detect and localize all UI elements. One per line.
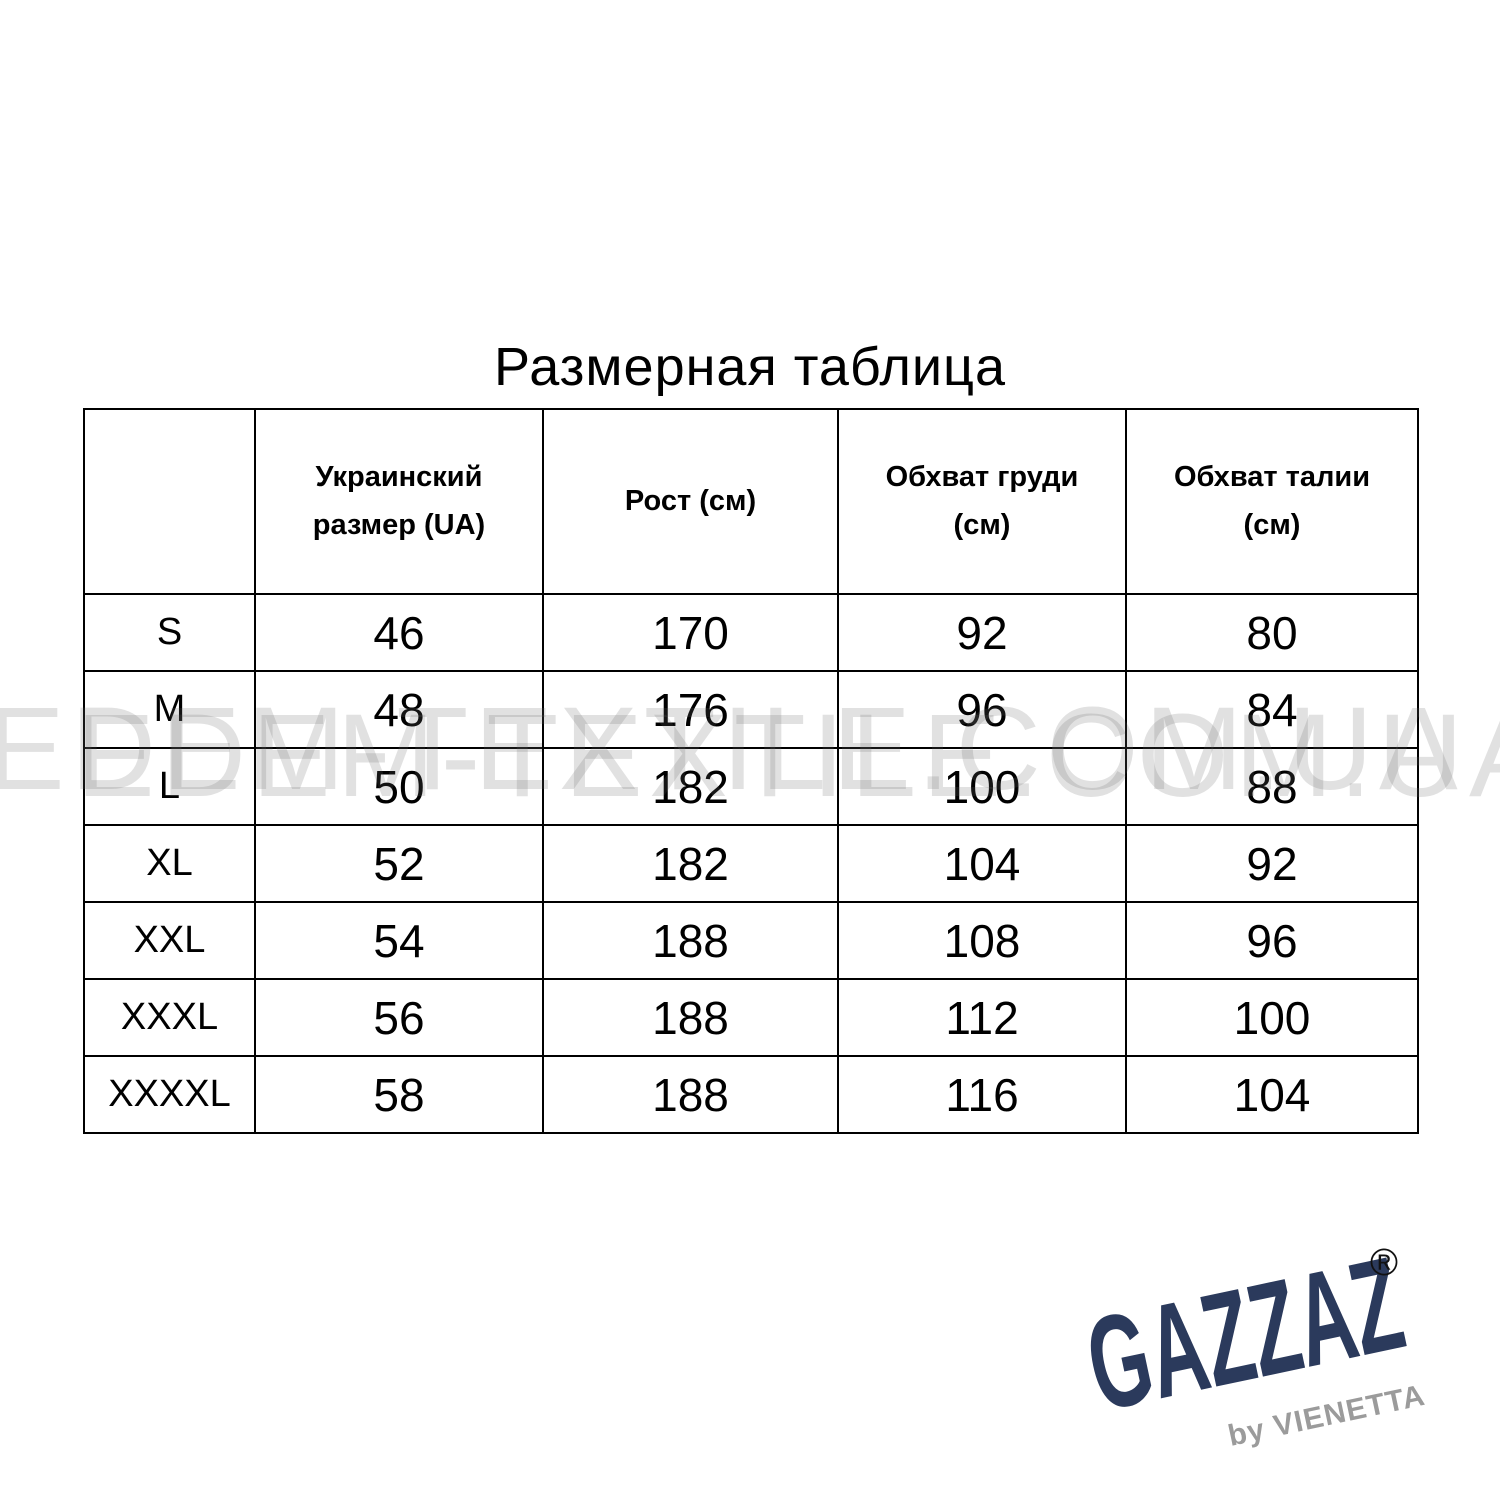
- height-value: 188: [542, 978, 839, 1057]
- chest-value: 116: [837, 1055, 1127, 1134]
- col-header-ua-size: Украинский размер (UA): [254, 408, 544, 595]
- height-value: 188: [542, 901, 839, 980]
- waist-value: 96: [1125, 901, 1419, 980]
- size-table-body: S 46 170 92 80 M 48 176 96 84 L 50 182 1…: [83, 593, 1419, 1134]
- ua-size-value: 54: [254, 901, 544, 980]
- height-value: 170: [542, 593, 839, 672]
- ua-size-value: 48: [254, 670, 544, 749]
- height-value: 182: [542, 824, 839, 903]
- col-header-size: [83, 408, 256, 595]
- header-row: Украинский размер (UA) Рост (см) Обхват …: [83, 408, 1419, 595]
- col-header-height: Рост (см): [542, 408, 839, 595]
- height-value: 188: [542, 1055, 839, 1134]
- ua-size-value: 56: [254, 978, 544, 1057]
- size-label: L: [83, 747, 256, 826]
- height-value: 176: [542, 670, 839, 749]
- table-row: XXXXL 58 188 116 104: [83, 1055, 1419, 1134]
- ua-size-value: 46: [254, 593, 544, 672]
- chest-value: 96: [837, 670, 1127, 749]
- ua-size-value: 58: [254, 1055, 544, 1134]
- height-value: 182: [542, 747, 839, 826]
- table-row: XXL 54 188 108 96: [83, 901, 1419, 980]
- ua-size-value: 50: [254, 747, 544, 826]
- waist-value: 100: [1125, 978, 1419, 1057]
- table-row: L 50 182 100 88: [83, 747, 1419, 826]
- registered-trademark-icon: ®: [1370, 1242, 1398, 1284]
- col-header-waist: Обхват талии (см): [1125, 408, 1419, 595]
- size-label: S: [83, 593, 256, 672]
- chest-value: 92: [837, 593, 1127, 672]
- page-title: Размерная таблица: [494, 337, 1006, 397]
- table-row: XXXL 56 188 112 100: [83, 978, 1419, 1057]
- size-label: XXXXL: [83, 1055, 256, 1134]
- chest-value: 104: [837, 824, 1127, 903]
- ua-size-value: 52: [254, 824, 544, 903]
- table-row: S 46 170 92 80: [83, 593, 1419, 672]
- size-label: M: [83, 670, 256, 749]
- table-row: XL 52 182 104 92: [83, 824, 1419, 903]
- chest-value: 108: [837, 901, 1127, 980]
- chest-value: 112: [837, 978, 1127, 1057]
- chest-value: 100: [837, 747, 1127, 826]
- col-header-chest: Обхват груди (см): [837, 408, 1127, 595]
- waist-value: 88: [1125, 747, 1419, 826]
- size-label: XXXL: [83, 978, 256, 1057]
- size-table: Украинский размер (UA) Рост (см) Обхват …: [83, 408, 1419, 1134]
- size-label: XL: [83, 824, 256, 903]
- waist-value: 92: [1125, 824, 1419, 903]
- waist-value: 84: [1125, 670, 1419, 749]
- table-row: M 48 176 96 84: [83, 670, 1419, 749]
- size-label: XXL: [83, 901, 256, 980]
- waist-value: 104: [1125, 1055, 1419, 1134]
- waist-value: 80: [1125, 593, 1419, 672]
